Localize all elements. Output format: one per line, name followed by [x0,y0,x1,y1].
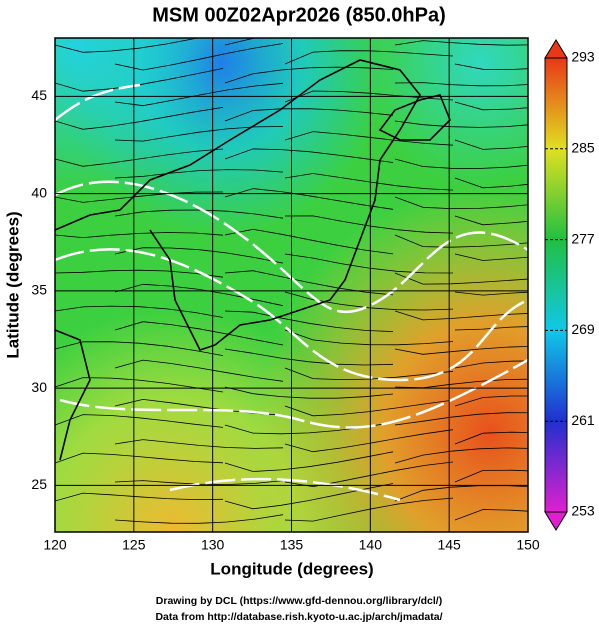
streamline [394,272,528,285]
streamline [224,148,394,163]
streamline [454,431,528,445]
streamline [284,367,454,381]
colorbar-extend-top [544,39,568,59]
streamline [114,43,284,71]
streamline [55,269,224,278]
streamline [55,492,224,502]
y-tick-label: 30 [31,379,47,395]
streamline [55,148,224,167]
streamline [284,329,454,346]
streamline [224,483,394,510]
streamline [55,232,224,239]
x-axis-title: Longitude (degrees) [210,559,373,578]
colorbar [544,57,568,513]
streamline [114,514,284,524]
x-tick-label: 145 [437,537,461,553]
streamline [55,191,224,203]
plot-frame [54,37,529,533]
streamline [114,169,284,179]
streamline [284,497,454,522]
streamline [114,247,284,264]
colorbar-tick-label: 269 [571,321,595,337]
streamline [284,50,454,65]
y-axis-title: Latitude (degrees) [3,211,22,358]
streamline [454,215,528,226]
streamline [394,234,528,248]
streamline [224,386,394,399]
streamline [454,291,528,296]
streamline [394,310,528,321]
y-tick-label: 25 [31,476,47,492]
streamline [284,429,454,453]
coastlines [55,59,451,461]
streamline [394,158,528,169]
x-tick-label: 125 [122,537,146,553]
streamline [224,310,394,332]
x-tick-label: 140 [359,537,383,553]
y-tick-label: 40 [31,184,47,200]
streamline [55,305,224,318]
x-tick-label: 150 [516,537,540,553]
streamline [224,188,394,210]
temperature-field [55,38,528,532]
streamline [454,139,528,150]
colorbar-tick-label: 261 [571,412,595,428]
streamline [224,270,394,296]
x-tick-label: 135 [280,537,304,553]
streamline [394,346,528,355]
streamline [284,291,454,311]
streamline [284,215,454,234]
streamline [454,509,528,521]
streamline [114,439,284,449]
streamline [284,253,454,274]
streamline [454,360,528,369]
credit: Drawing by DCL (https://www.gfd-dennou.o… [156,595,442,607]
streamline [114,359,284,382]
streamline [55,341,224,356]
streamline [454,469,528,483]
streamline [224,66,394,84]
streamline [394,120,528,128]
streamline [394,40,528,46]
colorbar-tick-label: 277 [571,230,595,246]
credit: Data from http://database.rish.kyoto-u.a… [155,611,442,623]
streamline [284,461,454,488]
streamline [394,447,528,464]
streamline [394,196,528,210]
colorbar-tick-label: 285 [571,140,595,156]
streamline [114,209,284,219]
streamline [114,321,284,346]
streamline [454,253,528,261]
streamline [224,108,394,122]
colorbar-extend-bottom [544,511,568,531]
streamline [224,348,394,366]
axes: 120 125 130 135 140 145 150 25 30 35 40 45 [31,38,540,553]
streamline [224,451,394,472]
colorbar-tick-label: 253 [571,503,595,519]
streamline [454,101,528,111]
streamline [55,414,224,428]
streamline [454,326,528,331]
streamline [394,82,528,87]
streamline [454,395,528,407]
streamline [284,131,454,146]
streamline [284,173,454,191]
streamline [394,412,528,426]
streamline [454,177,528,189]
streamline [55,107,224,130]
streamline [454,63,528,70]
streamline [114,82,284,107]
colorbar-tick-label: 293 [571,49,595,65]
streamline [224,228,394,255]
y-tick-label: 35 [31,282,47,298]
streamline [284,399,454,417]
x-tick-label: 130 [201,537,225,553]
y-tick-label: 45 [31,87,47,103]
title: MSM 00Z02Apr2026 (850.0hPa) [152,4,445,26]
streamline [114,126,284,142]
streamline [114,283,284,307]
x-tick-label: 120 [43,537,67,553]
streamline [55,452,224,464]
